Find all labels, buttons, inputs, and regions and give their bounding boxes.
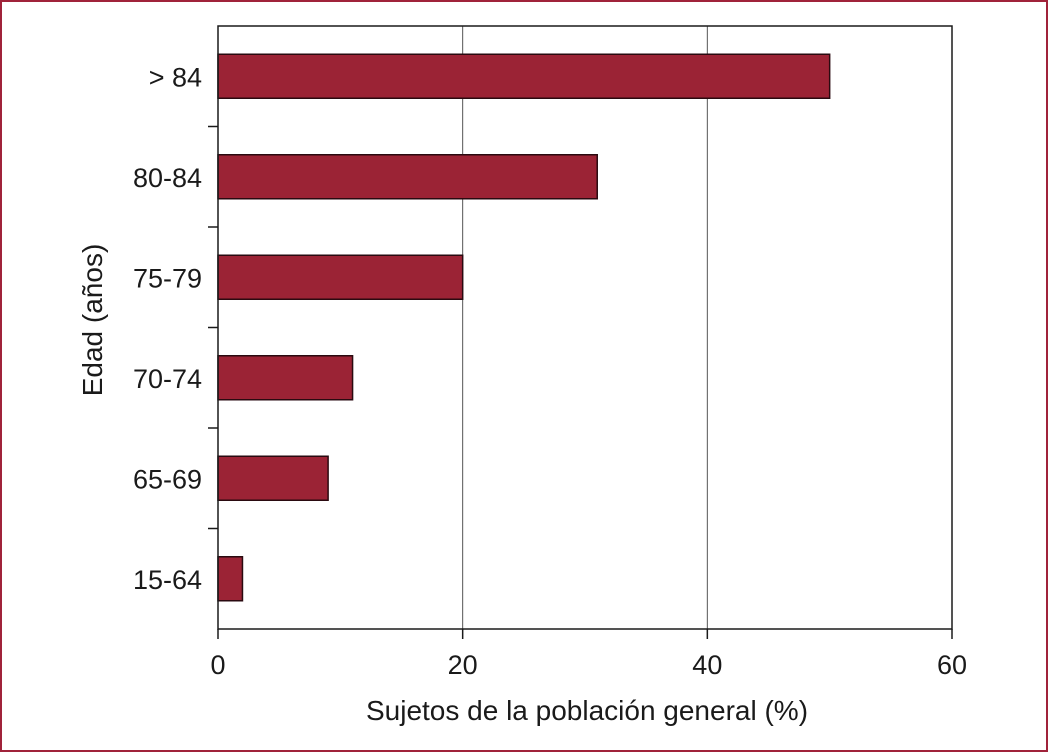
- y-axis-label: Edad (años): [77, 244, 108, 397]
- x-tick-label-3: 60: [937, 650, 967, 680]
- y-tick-label-5: 15-64: [133, 565, 202, 595]
- bar-5: [217, 556, 244, 602]
- plot-area-border: [217, 25, 953, 630]
- bar-2: [217, 254, 464, 300]
- x-axis-label: Sujetos de la población general (%): [366, 695, 808, 726]
- y-tick-label-1: 80-84: [133, 163, 202, 193]
- y-tick-label-2: 75-79: [133, 263, 202, 293]
- y-tick-label-3: 70-74: [133, 364, 202, 394]
- x-axis-ticks: 0 20 40 60: [210, 629, 967, 680]
- bars: [217, 53, 831, 602]
- bar-4: [217, 455, 329, 501]
- axes: [217, 25, 953, 630]
- y-axis-ticks: > 84 80-84 75-79 70-74 65-69 15-64: [133, 62, 218, 595]
- bar-1: [217, 154, 598, 200]
- x-tick-label-0: 0: [210, 650, 225, 680]
- y-tick-label-0: > 84: [149, 62, 202, 92]
- x-tick-label-2: 40: [692, 650, 722, 680]
- bar-3: [217, 355, 354, 401]
- x-tick-label-1: 20: [448, 650, 478, 680]
- bar-0: [217, 53, 831, 99]
- y-tick-label-4: 65-69: [133, 464, 202, 494]
- gridlines: [462, 26, 708, 629]
